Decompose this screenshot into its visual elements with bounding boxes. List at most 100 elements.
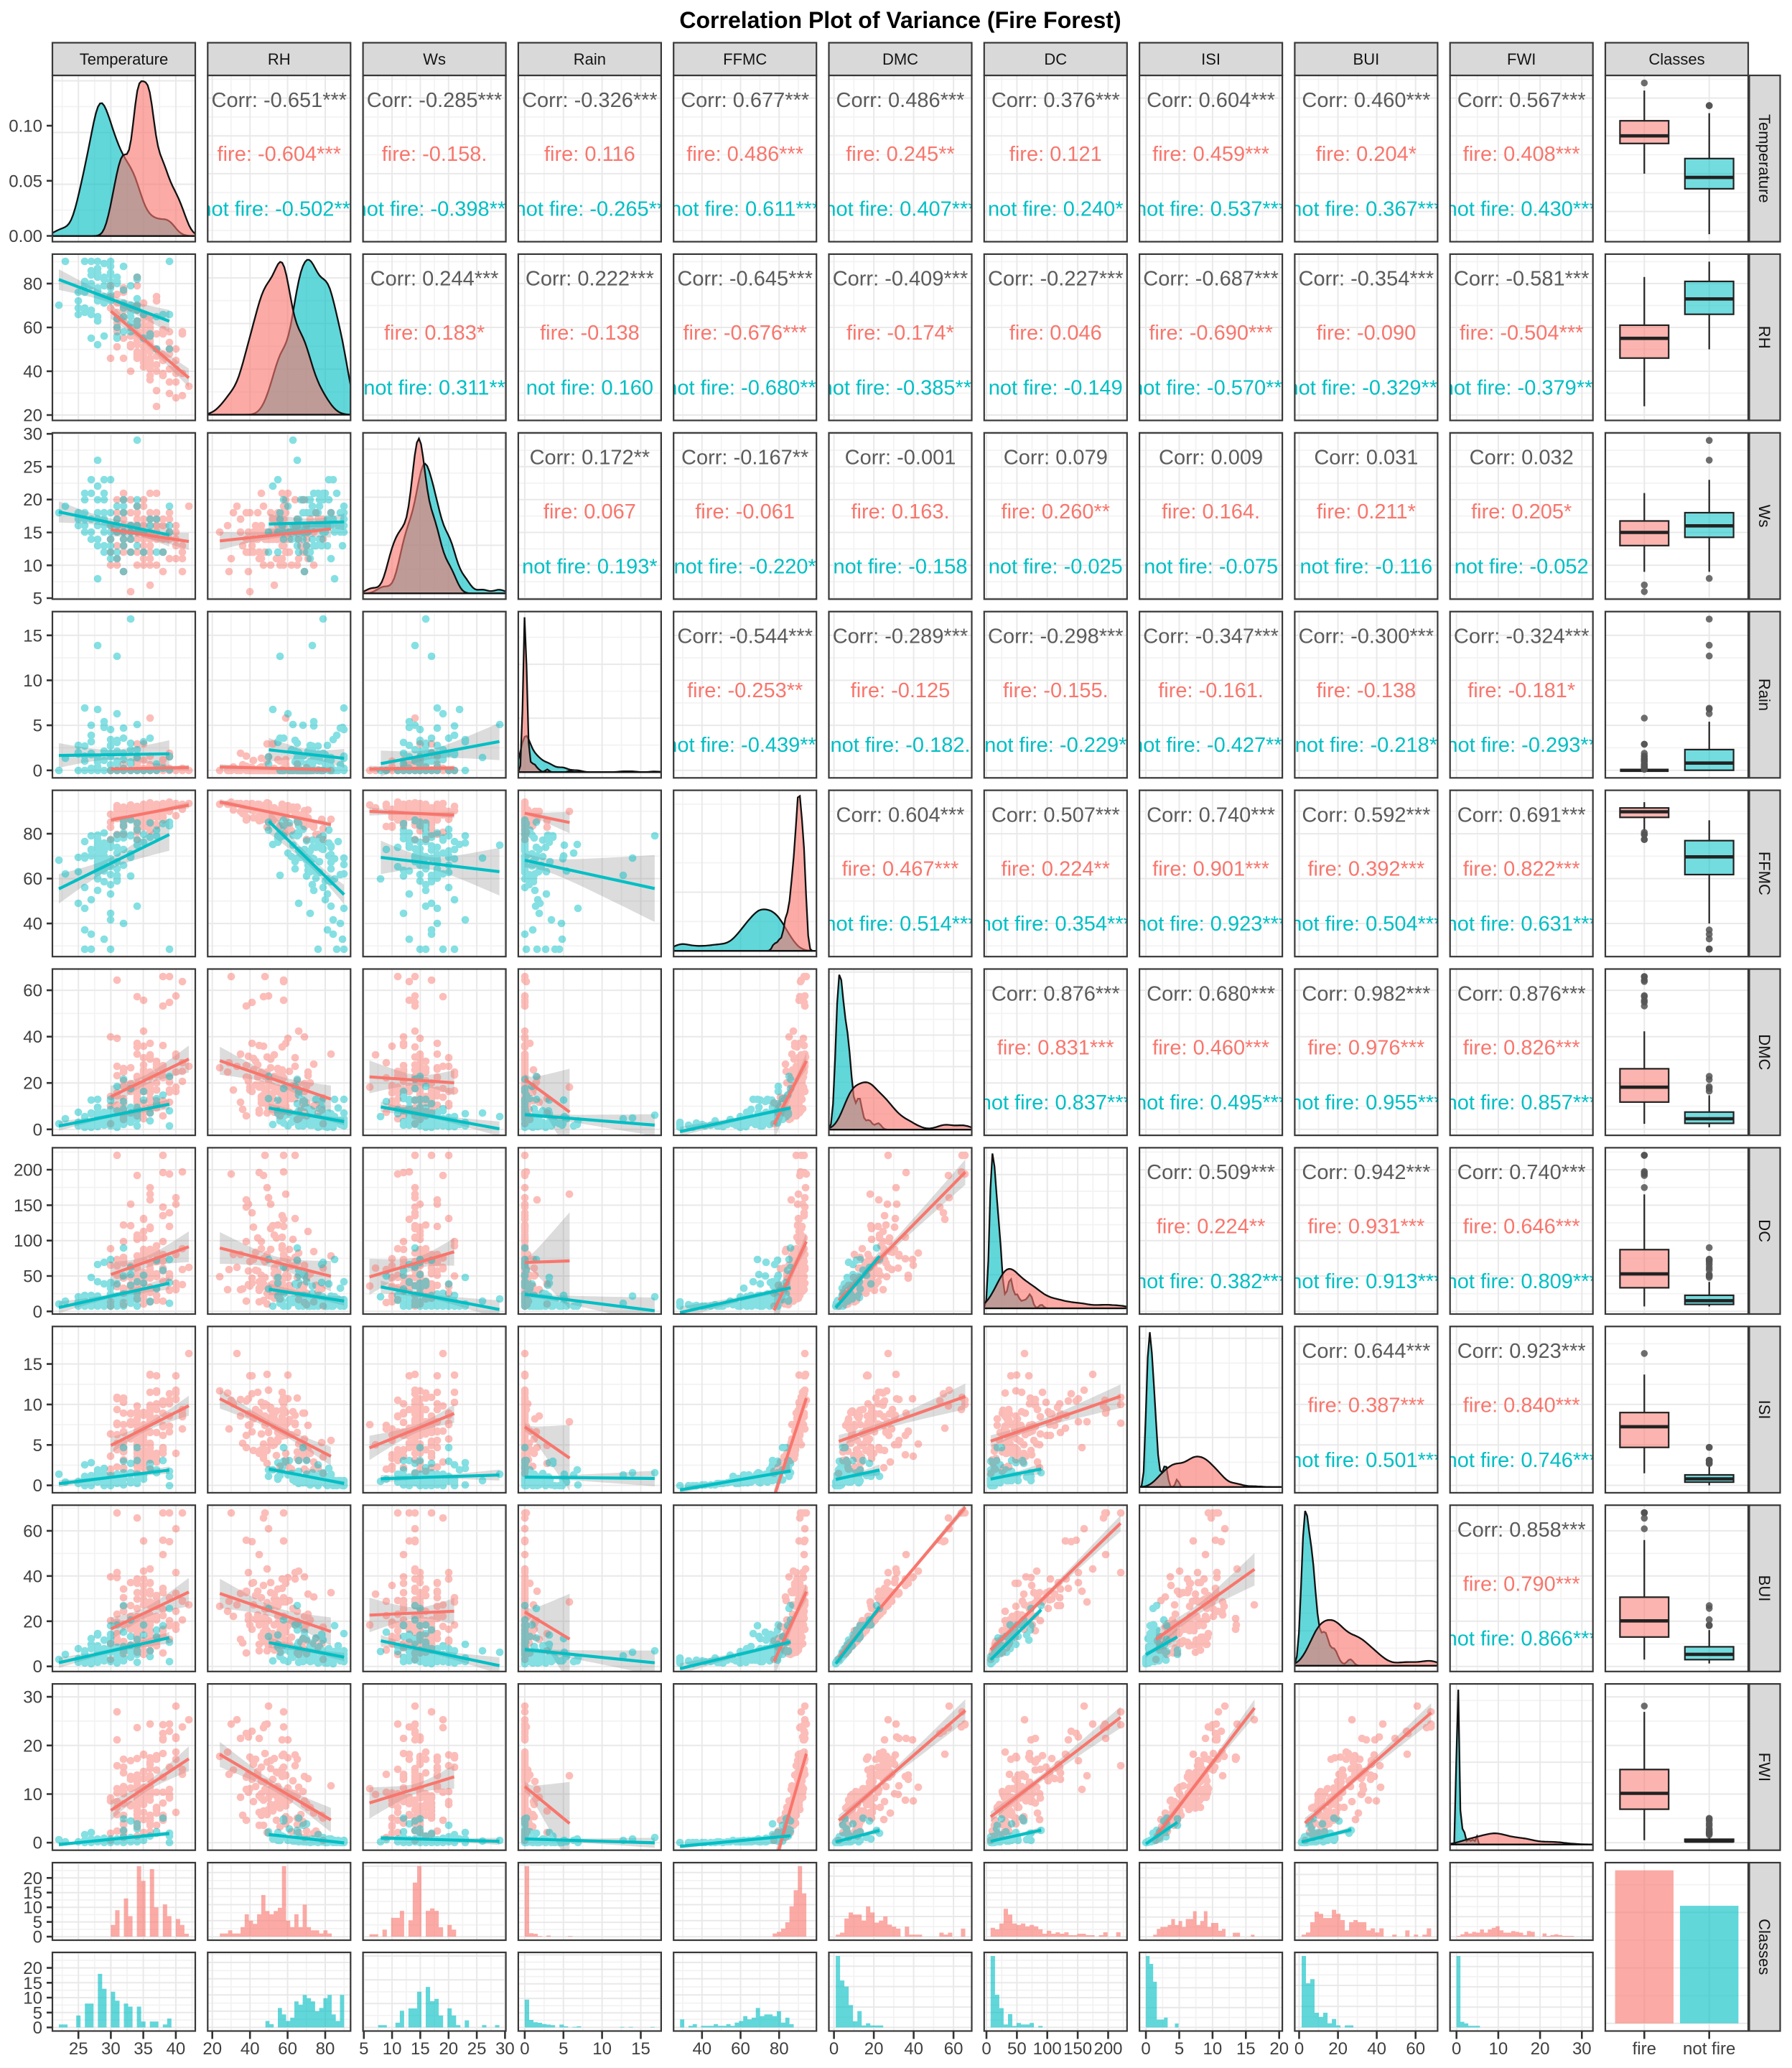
svg-text:Corr: 0.876***: Corr: 0.876*** [991, 982, 1120, 1005]
svg-text:fire: 0.901***: fire: 0.901*** [1152, 858, 1269, 881]
svg-text:25: 25 [23, 457, 42, 477]
svg-text:20: 20 [23, 406, 42, 426]
svg-text:15: 15 [23, 523, 42, 543]
svg-text:30: 30 [23, 1688, 42, 1708]
svg-text:20: 20 [1531, 2039, 1550, 2059]
svg-text:10: 10 [23, 1989, 42, 2008]
svg-text:15: 15 [23, 626, 42, 646]
svg-text:10: 10 [23, 556, 42, 576]
svg-text:Temperature: Temperature [1755, 114, 1773, 203]
svg-text:Classes: Classes [1755, 1919, 1773, 1975]
svg-text:0: 0 [520, 2039, 529, 2059]
svg-text:0: 0 [33, 1657, 42, 1677]
svg-text:not fire: 0.240*: not fire: 0.240* [988, 198, 1124, 221]
svg-text:150: 150 [14, 1196, 42, 1216]
svg-text:not fire: 0.430***: not fire: 0.430*** [1446, 198, 1597, 221]
svg-text:20: 20 [23, 490, 42, 510]
svg-text:not fire: 0.913***: not fire: 0.913*** [1290, 1270, 1442, 1293]
svg-text:40: 40 [167, 2039, 186, 2059]
svg-text:Corr: -0.300***: Corr: -0.300*** [1299, 625, 1434, 648]
svg-text:0: 0 [981, 2039, 991, 2059]
svg-text:not fire: 0.407***: not fire: 0.407*** [824, 198, 976, 221]
svg-text:Corr: -0.581***: Corr: -0.581*** [1454, 268, 1590, 291]
svg-text:Corr: 0.923***: Corr: 0.923*** [1457, 1340, 1586, 1363]
svg-text:not fire: -0.293**: not fire: -0.293** [1446, 734, 1597, 757]
svg-text:Corr: 0.079: Corr: 0.079 [1004, 447, 1108, 470]
svg-text:40: 40 [23, 1028, 42, 1047]
svg-text:Corr: 0.567***: Corr: 0.567*** [1457, 89, 1586, 112]
svg-text:Ws: Ws [1755, 505, 1773, 528]
svg-text:Corr: 0.592***: Corr: 0.592*** [1302, 804, 1430, 826]
svg-text:fire: -0.253**: fire: -0.253** [687, 679, 803, 702]
svg-text:5: 5 [559, 2039, 568, 2059]
svg-text:not fire: 0.857***: not fire: 0.857*** [1446, 1091, 1597, 1114]
svg-text:30: 30 [101, 2039, 121, 2059]
svg-text:Corr: -0.227***: Corr: -0.227*** [988, 268, 1124, 291]
svg-text:Corr: 0.982***: Corr: 0.982*** [1302, 982, 1430, 1005]
svg-text:40: 40 [1367, 2039, 1386, 2059]
svg-text:80: 80 [316, 2039, 335, 2059]
svg-text:not fire: -0.182.: not fire: -0.182. [830, 734, 970, 757]
svg-text:Corr: 0.222***: Corr: 0.222*** [526, 268, 654, 291]
svg-text:fire: 0.931***: fire: 0.931*** [1307, 1216, 1424, 1239]
svg-text:not fire: 0.382***: not fire: 0.382*** [1135, 1270, 1287, 1293]
svg-text:not fire: 0.837***: not fire: 0.837*** [980, 1091, 1131, 1114]
svg-text:not fire: -0.379***: not fire: -0.379*** [1442, 376, 1601, 399]
svg-text:Corr: 0.172**: Corr: 0.172** [530, 447, 650, 470]
svg-text:not fire: 0.501***: not fire: 0.501*** [1290, 1449, 1442, 1472]
svg-text:Corr: -0.687***: Corr: -0.687*** [1143, 268, 1279, 291]
svg-text:15: 15 [411, 2039, 430, 2059]
svg-text:fire: 0.790***: fire: 0.790*** [1463, 1573, 1580, 1596]
svg-text:10: 10 [383, 2039, 402, 2059]
svg-text:0: 0 [1452, 2039, 1461, 2059]
svg-text:fire: -0.061: fire: -0.061 [695, 500, 795, 523]
svg-text:30: 30 [1572, 2039, 1592, 2059]
svg-text:fire: 0.260**: fire: 0.260** [1002, 500, 1111, 523]
svg-text:not fire: 0.631***: not fire: 0.631*** [1446, 913, 1597, 936]
svg-text:Corr: -0.167**: Corr: -0.167** [681, 447, 808, 470]
svg-text:Rain: Rain [1755, 679, 1773, 711]
svg-text:fire: -0.138: fire: -0.138 [540, 322, 640, 345]
svg-text:60: 60 [731, 2039, 750, 2059]
svg-text:FFMC: FFMC [1755, 852, 1773, 895]
svg-text:not fire: not fire [1683, 2039, 1735, 2059]
svg-text:fire: -0.138: fire: -0.138 [1317, 679, 1417, 702]
svg-text:DC: DC [1044, 50, 1067, 68]
svg-text:60: 60 [278, 2039, 297, 2059]
svg-text:not fire: -0.220*: not fire: -0.220* [674, 555, 816, 578]
svg-text:fire: -0.604***: fire: -0.604*** [218, 143, 342, 166]
svg-text:60: 60 [23, 870, 42, 889]
svg-text:40: 40 [241, 2039, 260, 2059]
svg-text:fire: -0.155.: fire: -0.155. [1003, 679, 1109, 702]
svg-text:60: 60 [944, 2039, 963, 2059]
svg-text:200: 200 [1093, 2039, 1122, 2059]
svg-text:fire: -0.181*: fire: -0.181* [1467, 679, 1575, 702]
svg-text:Corr: 0.376***: Corr: 0.376*** [991, 89, 1120, 112]
svg-text:0: 0 [33, 1120, 42, 1140]
svg-text:Corr: 0.876***: Corr: 0.876*** [1457, 982, 1586, 1005]
svg-text:10: 10 [23, 671, 42, 691]
svg-text:fire: 0.826***: fire: 0.826*** [1463, 1037, 1580, 1060]
svg-text:Corr: -0.544***: Corr: -0.544*** [677, 625, 813, 648]
svg-text:fire: -0.125: fire: -0.125 [851, 679, 951, 702]
svg-text:fire: 0.183*: fire: 0.183* [384, 322, 485, 345]
svg-text:fire: 0.646***: fire: 0.646*** [1463, 1216, 1580, 1239]
svg-text:20: 20 [23, 1736, 42, 1756]
svg-text:fire: -0.504***: fire: -0.504*** [1460, 322, 1584, 345]
svg-text:0.05: 0.05 [9, 172, 42, 191]
svg-text:fire: 0.387***: fire: 0.387*** [1307, 1394, 1424, 1417]
svg-text:fire: 0.211*: fire: 0.211* [1317, 500, 1416, 523]
svg-text:Corr: 0.032: Corr: 0.032 [1470, 447, 1574, 470]
svg-text:not fire: 0.866***: not fire: 0.866*** [1446, 1628, 1597, 1651]
svg-text:ISI: ISI [1201, 50, 1221, 68]
svg-text:not fire: -0.149: not fire: -0.149 [989, 376, 1123, 399]
svg-text:Temperature: Temperature [80, 50, 169, 68]
svg-text:40: 40 [23, 1567, 42, 1586]
svg-text:not fire: -0.439***: not fire: -0.439*** [666, 734, 824, 757]
svg-text:0.00: 0.00 [9, 227, 42, 246]
svg-text:10: 10 [23, 1395, 42, 1415]
svg-text:15: 15 [23, 1883, 42, 1903]
svg-text:0: 0 [33, 1476, 42, 1496]
svg-text:fire: -0.676***: fire: -0.676*** [683, 322, 807, 345]
svg-text:Corr: 0.677***: Corr: 0.677*** [681, 89, 809, 112]
